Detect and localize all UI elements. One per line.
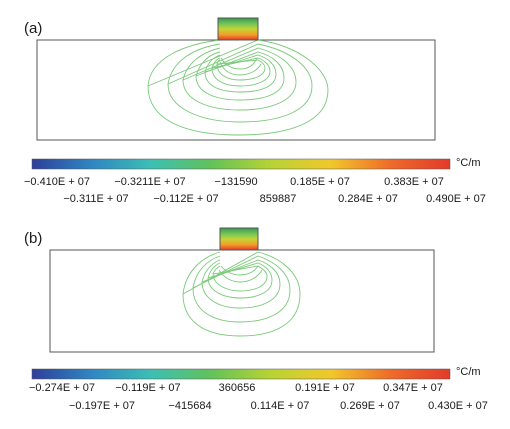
contour-plot-b	[31, 227, 451, 380]
colorbar-tick: 0.269E + 07	[340, 400, 400, 412]
colorbar-tick: −0.410E + 07	[23, 176, 91, 188]
colorbar-tick: 360656	[218, 382, 256, 394]
colorbar-unit: °C/m	[456, 366, 481, 378]
contour-lines	[147, 39, 329, 136]
colorbar-tick: 0.347E + 07	[383, 382, 443, 394]
colorbar-tick: 0.185E + 07	[290, 176, 350, 188]
substrate-outline	[49, 249, 435, 353]
panel-a: (a) °C/m −0.410E + 07 −0	[0, 0, 510, 214]
colorbar-tick: −0.112E + 07	[153, 193, 219, 205]
heat-source-block	[219, 227, 259, 251]
colorbar-tick: 0.114E + 07	[250, 400, 310, 412]
colorbar-tick: −415684	[168, 400, 212, 412]
colorbar-tick: −0.274E + 07	[28, 382, 96, 394]
colorbar-tick: 0.490E + 07	[426, 193, 486, 205]
colorbar-tick: −131590	[214, 176, 258, 188]
colorbar-tick: 0.284E + 07	[338, 193, 398, 205]
panel-b: (b) °C/m −0.274E + 07 −0.119E + 07 3	[0, 214, 510, 429]
colorbar-tick: −0.119E + 07	[115, 382, 181, 394]
panel-label: (a)	[24, 20, 43, 37]
heat-source-block	[217, 17, 259, 41]
colorbar-tick: −0.311E + 07	[63, 193, 129, 205]
colorbar-tick: −0.3211E + 07	[114, 176, 186, 188]
colorbar-a	[31, 158, 451, 170]
colorbar-tick: 0.430E + 07	[428, 400, 488, 412]
colorbar-tick: 0.383E + 07	[384, 176, 444, 188]
colorbar-tick: 0.191E + 07	[295, 382, 355, 394]
substrate-outline	[36, 39, 436, 141]
contour-plot-a	[31, 17, 451, 170]
colorbar-b	[31, 368, 451, 380]
colorbar-unit: °C/m	[456, 157, 481, 169]
colorbar-tick: 859887	[259, 193, 297, 205]
colorbar-tick: −0.197E + 07	[68, 400, 136, 412]
panel-label: (b)	[24, 230, 43, 247]
contour-lines	[182, 251, 301, 337]
